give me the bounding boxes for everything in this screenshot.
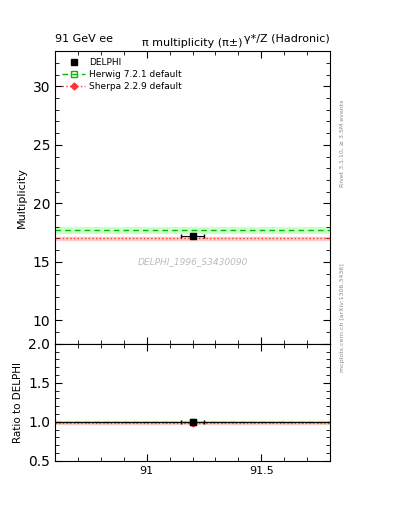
Text: DELPHI_1996_S3430090: DELPHI_1996_S3430090 [138, 258, 248, 266]
Text: Rivet 3.1.10, ≥ 3.5M events: Rivet 3.1.10, ≥ 3.5M events [340, 100, 345, 187]
Text: 91 GeV ee: 91 GeV ee [55, 33, 113, 44]
Legend: DELPHI, Herwig 7.2.1 default, Sherpa 2.2.9 default: DELPHI, Herwig 7.2.1 default, Sherpa 2.2… [59, 56, 185, 94]
Title: π multiplicity (π±): π multiplicity (π±) [142, 38, 243, 48]
Text: mcplots.cern.ch [arXiv:1306.3436]: mcplots.cern.ch [arXiv:1306.3436] [340, 263, 345, 372]
Y-axis label: Ratio to DELPHI: Ratio to DELPHI [13, 362, 23, 443]
Y-axis label: Multiplicity: Multiplicity [17, 167, 27, 228]
Text: γ*/Z (Hadronic): γ*/Z (Hadronic) [244, 33, 330, 44]
